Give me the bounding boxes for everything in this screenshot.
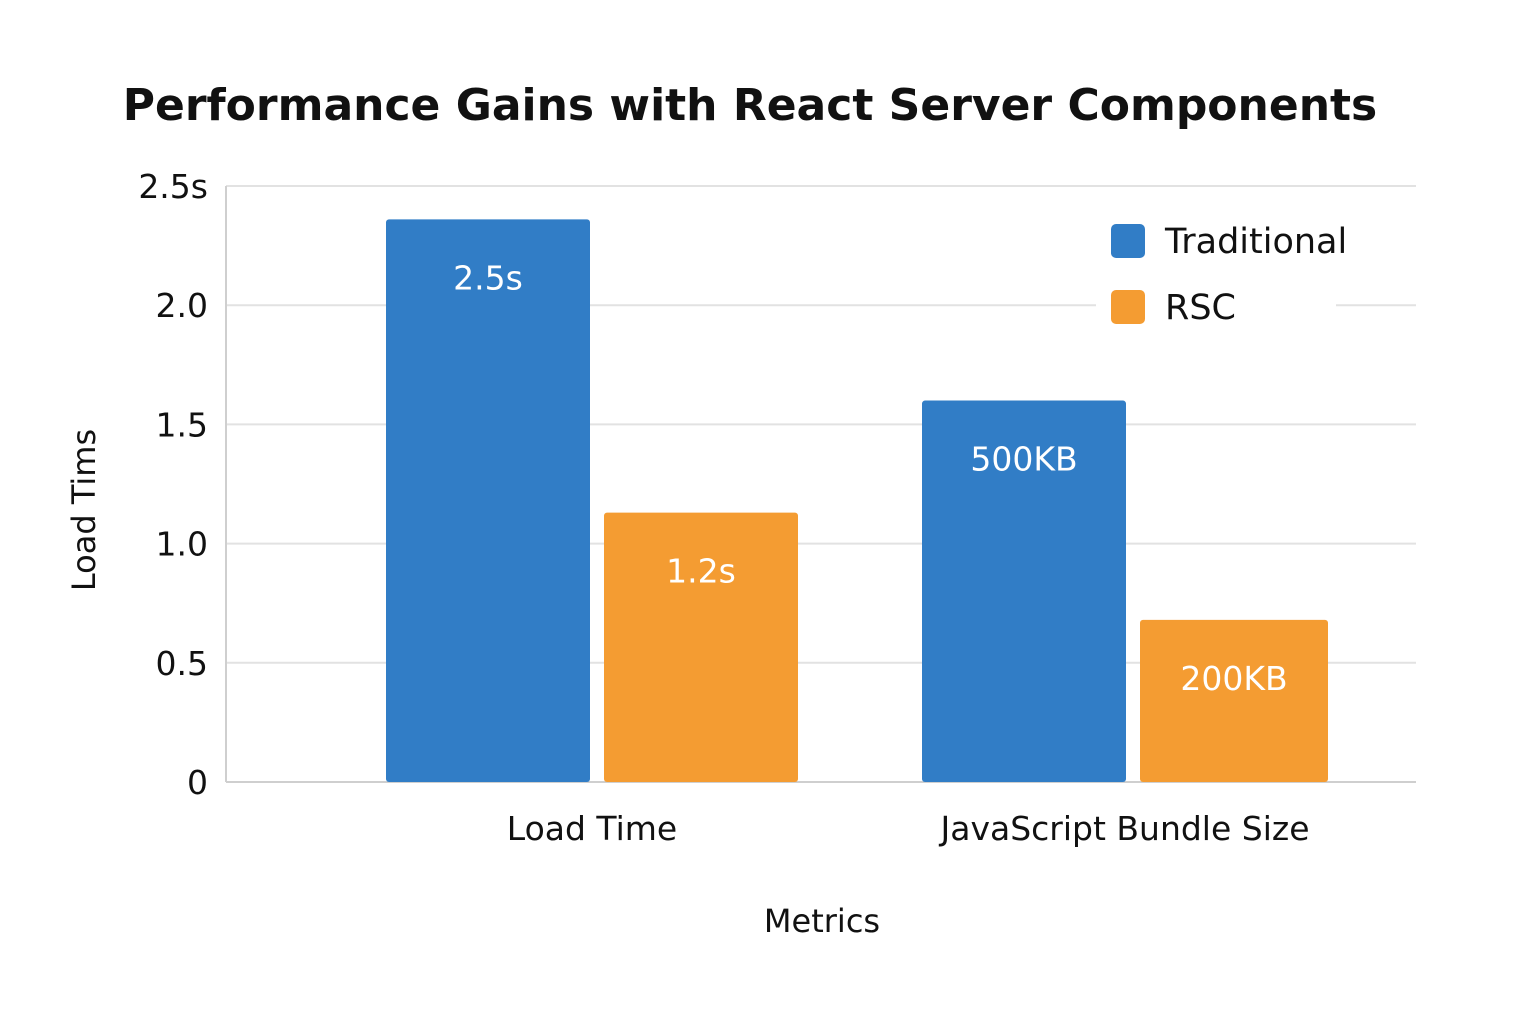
y-axis-label: Load Tims xyxy=(65,429,103,591)
legend-item-traditional: Traditional xyxy=(1111,222,1347,262)
bar-data-label: 500KB xyxy=(970,440,1077,479)
bar-rect xyxy=(604,512,798,782)
bar-traditional-2: 500KB xyxy=(922,400,1126,782)
x-axis-label: Metrics xyxy=(764,902,880,940)
y-tick-label: 1.5 xyxy=(156,405,208,444)
legend-swatch xyxy=(1111,290,1145,324)
x-category-label: JavaScript Bundle Size xyxy=(938,809,1309,848)
legend-item-rsc: RSC xyxy=(1111,288,1236,328)
bar-data-label: 200KB xyxy=(1180,659,1287,698)
bar-rect xyxy=(922,400,1126,782)
legend: Traditional RSC xyxy=(1096,200,1347,340)
bar-rsc-1: 1.2s xyxy=(604,512,798,782)
y-tick-label: 2.0 xyxy=(156,286,208,325)
bar-data-label: 2.5s xyxy=(453,258,523,297)
bar-traditional-1: 2.5s xyxy=(386,219,590,783)
x-category-labels: Load Time JavaScript Bundle Size xyxy=(507,809,1310,848)
y-tick-label: 1.0 xyxy=(156,525,208,564)
bar-rsc-2: 200KB xyxy=(1140,619,1328,782)
bar-rect xyxy=(1140,619,1328,782)
bar-rect xyxy=(386,219,590,783)
bars: 2.5s 1.2s 500KB 200KB xyxy=(386,219,1328,783)
bar-data-label: 1.2s xyxy=(666,552,736,591)
legend-swatch xyxy=(1111,224,1145,258)
y-tick-label: 0 xyxy=(187,763,208,802)
y-tick-labels: 0 0.5 1.0 1.5 2.0 2.5s xyxy=(138,167,208,802)
y-tick-label: 2.5s xyxy=(138,167,208,206)
legend-label: Traditional xyxy=(1164,222,1347,262)
legend-label: RSC xyxy=(1165,288,1236,328)
x-category-label: Load Time xyxy=(507,809,677,848)
y-tick-label: 0.5 xyxy=(156,644,208,683)
chart-title: Performance Gains with React Server Comp… xyxy=(123,80,1378,131)
